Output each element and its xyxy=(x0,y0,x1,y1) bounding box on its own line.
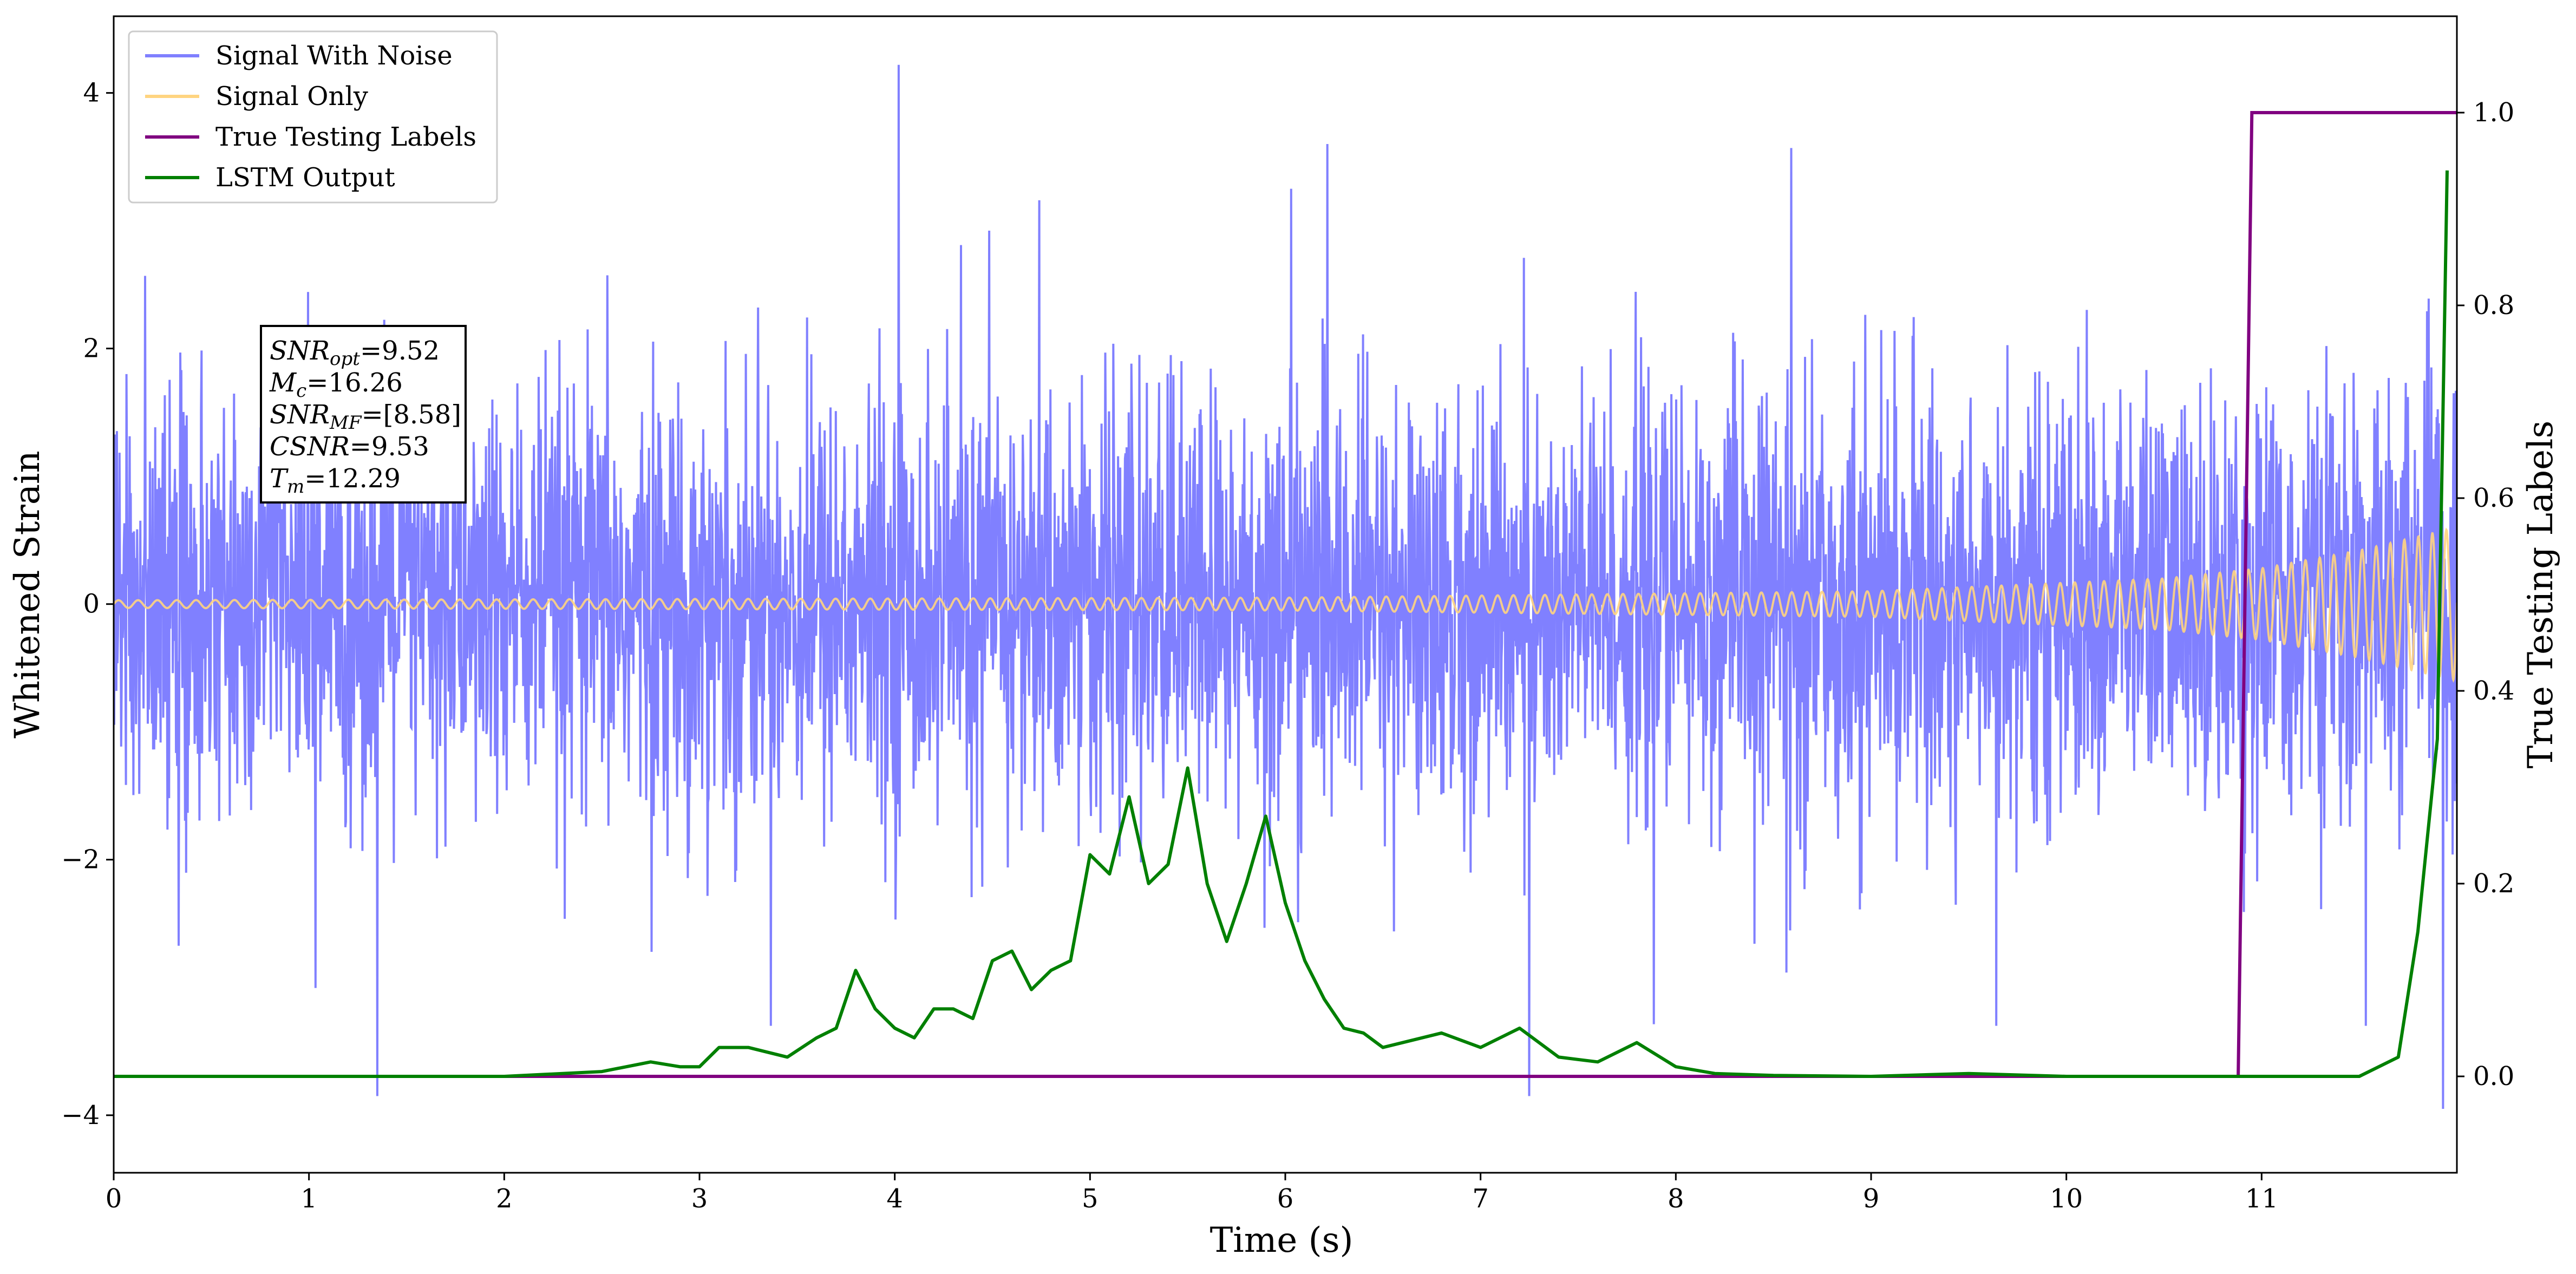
series-signal-with-noise xyxy=(114,64,2457,1109)
annotation-line: SNRMF=[8.58] xyxy=(270,400,461,434)
legend-entry-label: Signal Only xyxy=(215,81,368,112)
y-tick-label: −4 xyxy=(61,1100,100,1131)
annotation-line: Tm=12.29 xyxy=(270,463,401,498)
x-tick-label: 2 xyxy=(496,1184,513,1214)
x-tick-label: 1 xyxy=(300,1184,317,1214)
y2-tick-label: 0.2 xyxy=(2473,868,2514,899)
x-tick-label: 4 xyxy=(886,1184,903,1214)
annotation-line: CSNR=9.53 xyxy=(270,432,429,462)
series-true-testing-labels xyxy=(114,111,2457,1078)
legend-entry-label: LSTM Output xyxy=(215,162,395,193)
x-tick-label: 9 xyxy=(1863,1184,1880,1214)
x-axis-label: Time (s) xyxy=(1210,1220,1354,1260)
series-signal-only xyxy=(114,527,2457,683)
y-axis-right: 0.0 0.2 0.4 0.6 0.8 1.0 xyxy=(2457,97,2514,1092)
legend-frame xyxy=(128,30,498,204)
y-tick-label: −2 xyxy=(61,845,100,875)
y-axis-left: −4 −2 0 2 4 xyxy=(61,78,114,1131)
y-tick-label: 2 xyxy=(83,334,100,364)
y2-tick-label: 1.0 xyxy=(2473,97,2514,128)
y-tick-label: 0 xyxy=(83,589,100,619)
annotation-box: SNRopt=9.52Mc=16.26SNRMF=[8.58]CSNR=9.53… xyxy=(260,325,467,504)
x-tick-label: 11 xyxy=(2245,1184,2278,1214)
x-tick-label: 10 xyxy=(2050,1184,2083,1214)
y2-tick-label: 0.4 xyxy=(2473,676,2514,706)
y-tick-label: 4 xyxy=(83,78,100,108)
x-tick-label: 7 xyxy=(1472,1184,1489,1214)
y2-tick-label: 0.0 xyxy=(2473,1061,2514,1092)
annotation-frame xyxy=(260,325,467,504)
x-axis: 0 1 2 3 4 5 6 7 8 9 10 11 xyxy=(106,1173,2278,1214)
x-tick-label: 3 xyxy=(691,1184,708,1214)
series-lstm-output xyxy=(114,170,2449,1078)
y2-tick-label: 0.6 xyxy=(2473,483,2514,513)
x-tick-label: 5 xyxy=(1082,1184,1099,1214)
legend-entry-label: Signal With Noise xyxy=(215,41,453,71)
series-layer xyxy=(114,64,2457,1109)
x-tick-label: 6 xyxy=(1277,1184,1294,1214)
legend-entry-label: True Testing Labels xyxy=(215,122,476,152)
y2-axis-label: True Testing Labels xyxy=(2521,421,2561,769)
annotation-line: SNRopt=9.52 xyxy=(270,336,440,370)
legend: Signal With Noise Signal Only True Testing… xyxy=(128,30,498,204)
y-axis-label: Whitened Strain xyxy=(8,450,48,738)
x-tick-label: 8 xyxy=(1668,1184,1684,1214)
annotation-line: Mc=16.26 xyxy=(269,368,403,402)
y2-tick-label: 0.8 xyxy=(2473,290,2514,321)
x-tick-label: 0 xyxy=(106,1184,122,1214)
